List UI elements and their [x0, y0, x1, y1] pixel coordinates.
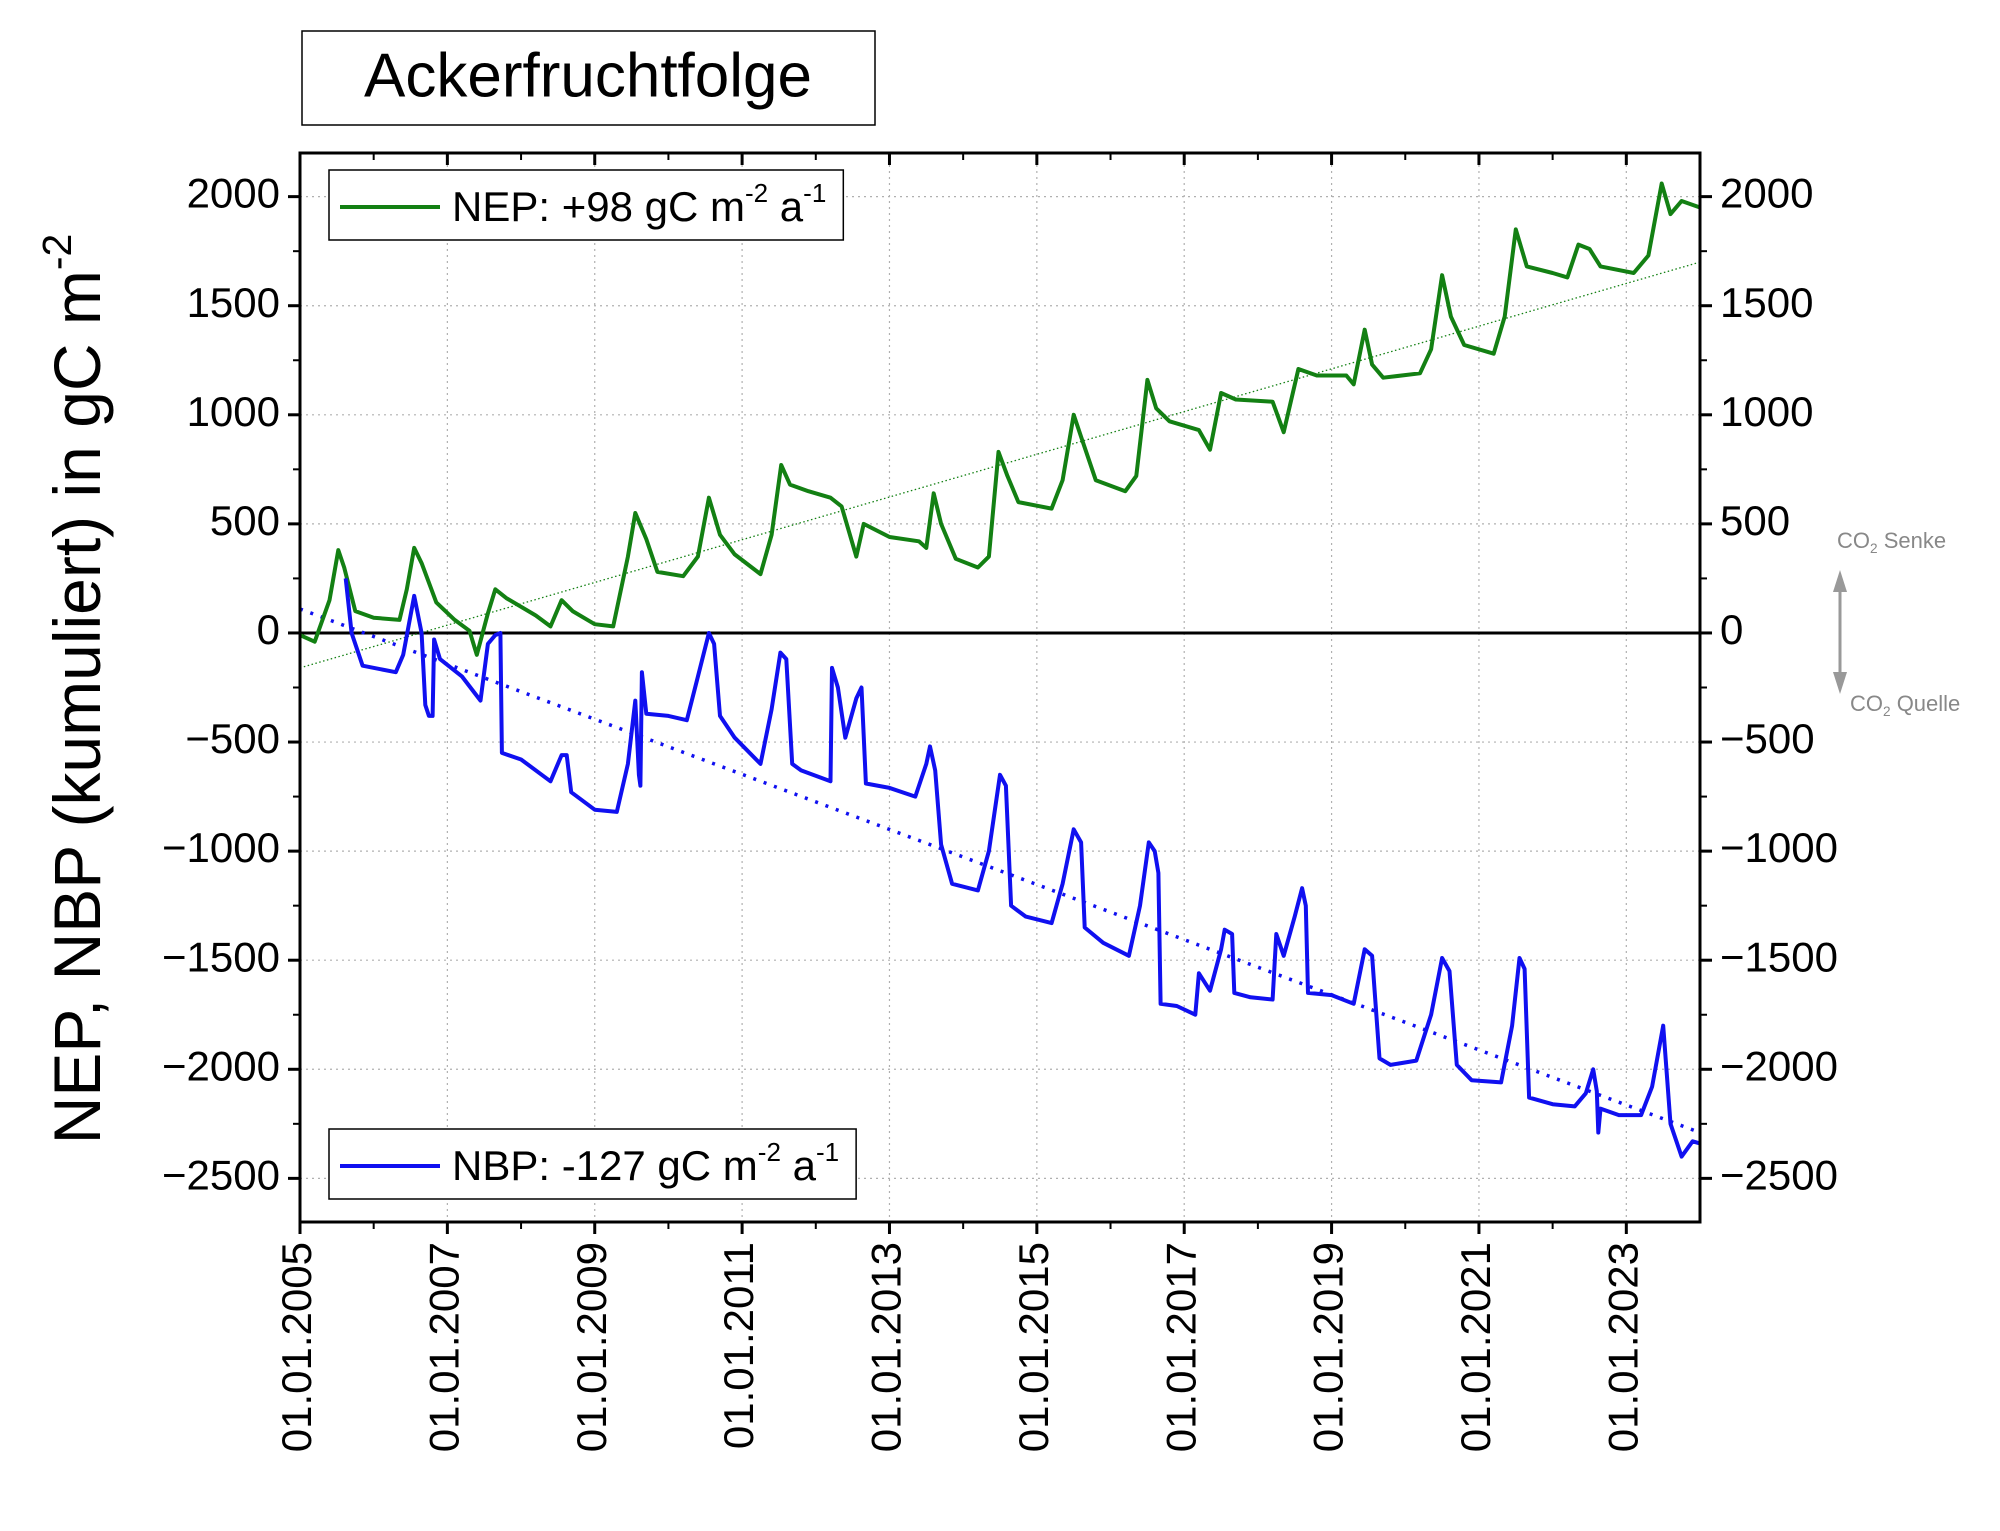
plot-frame — [298, 151, 1702, 1224]
y2-tick-label: 0 — [1720, 606, 1743, 653]
y2-tick-label: 2000 — [1720, 170, 1813, 217]
text-part: NEP: +98 gC m — [452, 183, 745, 230]
text-part: NBP: -127 gC m — [452, 1142, 758, 1189]
y-tick-label: 1000 — [187, 388, 280, 435]
data-line — [343, 578, 1700, 1159]
text-part: a — [768, 183, 804, 230]
text-script: -2 — [745, 178, 768, 208]
x-tick-label: 01.01.2013 — [863, 1242, 910, 1452]
y-tick-label: −500 — [185, 715, 280, 762]
y-tick-label: −2500 — [162, 1151, 280, 1198]
x-tick-label: 01.01.2011 — [715, 1242, 762, 1449]
legend-label: NBP: -127 gC m-2 a-1 — [452, 1137, 839, 1189]
arrow-head — [1833, 672, 1847, 694]
y-tick-label: 500 — [210, 497, 280, 544]
x-tick-label: 01.01.2023 — [1599, 1242, 1646, 1452]
y-tick-label: −2000 — [162, 1042, 280, 1089]
text-script: -1 — [816, 1137, 839, 1167]
title-box — [301, 30, 876, 126]
y-tick-label: −1000 — [162, 824, 280, 871]
annotation: CO2 Senke — [1837, 528, 1946, 556]
chart-title: Ackerfruchtfolge — [364, 41, 812, 110]
trend-line — [300, 261, 1700, 669]
y2-tick-label: −1500 — [1720, 933, 1838, 980]
x-tick-label: 01.01.2019 — [1305, 1242, 1352, 1452]
text-part: NEP, NBP (kumuliert) in gC m — [40, 270, 114, 1144]
x-tick-label: 01.01.2021 — [1452, 1242, 1499, 1452]
x-tick-label: 01.01.2017 — [1157, 1242, 1204, 1452]
y2-tick-label: 500 — [1720, 497, 1790, 544]
text-script: -2 — [758, 1137, 781, 1167]
data-line — [300, 181, 1700, 657]
y2-tick-label: −2500 — [1720, 1151, 1838, 1198]
text-part: Quelle — [1891, 691, 1961, 716]
legend: NEP: +98 gC m-2 a-1 — [328, 169, 845, 241]
x-tick-label: 01.01.2009 — [568, 1242, 615, 1452]
y2-tick-label: −2000 — [1720, 1042, 1838, 1089]
y-tick-label: −1500 — [162, 933, 280, 980]
text-script: -2 — [34, 234, 80, 270]
annotation: CO2 Quelle — [1850, 691, 1960, 719]
y2-tick-label: −500 — [1720, 715, 1815, 762]
y-tick-label: 1500 — [187, 279, 280, 326]
y2-tick-label: 1500 — [1720, 279, 1813, 326]
x-tick-label: 01.01.2015 — [1010, 1242, 1057, 1452]
x-tick-label: 01.01.2005 — [273, 1242, 320, 1452]
y-axis-label: NEP, NBP (kumuliert) in gC m-2 — [34, 234, 115, 1145]
y-tick-label: 0 — [257, 606, 280, 653]
trend-line — [300, 607, 1700, 1135]
text-script: 2 — [1870, 541, 1878, 556]
text-part: a — [781, 1142, 817, 1189]
text-script: -1 — [803, 178, 826, 208]
legend: NBP: -127 gC m-2 a-1 — [328, 1128, 857, 1200]
text-part: Senke — [1878, 528, 1947, 553]
y2-tick-label: −1000 — [1720, 824, 1838, 871]
y-tick-label: 2000 — [187, 170, 280, 217]
legend-label: NEP: +98 gC m-2 a-1 — [452, 178, 826, 230]
y2-tick-label: 1000 — [1720, 388, 1813, 435]
arrow-head — [1833, 570, 1847, 592]
text-part: CO — [1850, 691, 1883, 716]
text-part: CO — [1837, 528, 1870, 553]
x-tick-label: 01.01.2007 — [420, 1242, 467, 1452]
text-script: 2 — [1883, 704, 1891, 719]
